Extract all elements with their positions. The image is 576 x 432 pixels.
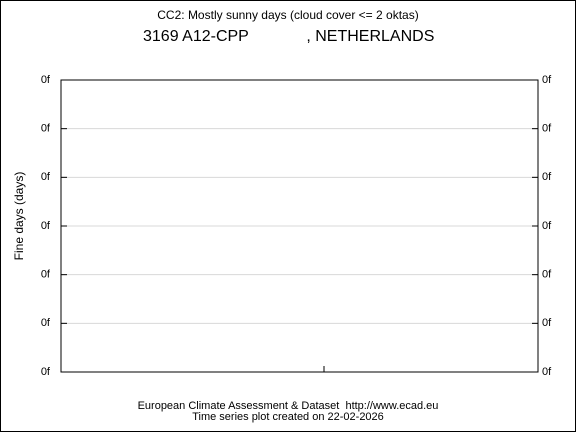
- footer-text: Time series plot created on 22-02-2026: [192, 411, 384, 423]
- y-tick-label: 0f: [41, 171, 51, 183]
- y-tick-label: 0f: [41, 74, 51, 86]
- y2-tick-label: 0f: [542, 366, 552, 378]
- y2-tick-label: 0f: [542, 171, 552, 183]
- y2-tick-label: 0f: [542, 74, 552, 86]
- y2-tick-label: 0f: [542, 269, 552, 281]
- y2-tick-label: 0f: [542, 317, 552, 329]
- y-axis-label: Fine days (days): [12, 172, 26, 261]
- y-tick-label: 0f: [41, 269, 51, 281]
- y2-tick-label: 0f: [542, 123, 552, 135]
- chart-title: CC2: Mostly sunny days (cloud cover <= 2…: [157, 8, 418, 22]
- y-tick-label: 0f: [41, 123, 51, 135]
- y-tick-label: 0f: [41, 220, 51, 232]
- y2-tick-label: 0f: [542, 220, 552, 232]
- y-tick-label: 0f: [41, 366, 51, 378]
- footer-text: European Climate Assessment & Dataset ht…: [138, 400, 439, 412]
- chart-subtitle: 3169 A12-CPP , NETHERLANDS: [143, 28, 434, 45]
- y-tick-label: 0f: [41, 317, 51, 329]
- plot-area: [60, 79, 539, 373]
